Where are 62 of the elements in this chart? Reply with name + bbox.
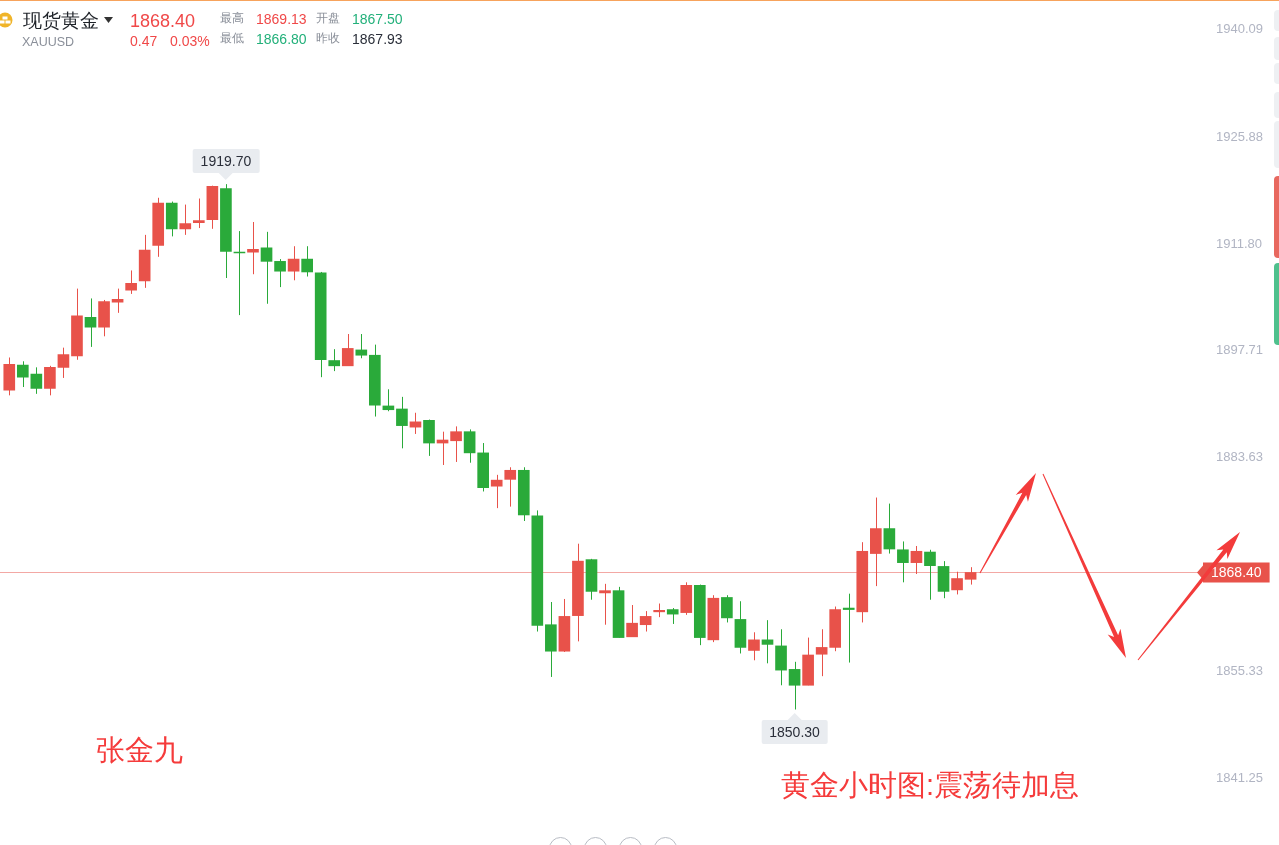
annotation: 1919.70 [192,149,260,174]
candlestick [842,593,855,664]
ref-line-label: 1868.40 [1211,564,1262,581]
y-tick-label: 1855.33 [1216,663,1263,678]
annotation: 1850.30 [761,720,828,745]
candlestick [396,396,408,449]
candlestick [57,347,70,379]
candlestick [626,604,638,638]
candlestick [599,583,611,626]
candlestick [924,549,936,601]
candlestick [301,245,313,277]
text: 最高 [220,11,244,26]
candlestick [897,540,909,583]
candlestick [463,428,476,464]
candlestick [287,245,300,281]
text: 1869.13 [256,11,307,28]
candlestick [125,269,137,295]
candlestick [84,297,97,348]
annotation: 1867.93 [352,31,403,48]
candlestick [504,466,517,508]
text: 开盘 [316,11,340,26]
annotation: 0.47 [130,33,158,50]
candlestick [815,628,828,677]
annotation: 1868.40 [130,11,196,32]
candlestick [44,365,56,396]
text: 1867.50 [352,11,403,28]
candlestick [788,661,801,710]
y-tick-label: 1911.80 [1216,235,1263,251]
candlestick [721,594,733,623]
annotation: XAUUSD [22,35,75,50]
y-tick-label: 1897.71 [1216,342,1263,358]
candlestick [193,198,205,229]
y-tick-label: 1841.25 [1216,769,1263,785]
annotation: 张金九 [96,734,183,768]
candlestick [247,221,259,275]
annotation: 1866.80 [256,31,307,48]
candlestick [30,366,43,395]
candlestick [450,425,462,463]
annotation: 现货黄金 [23,10,99,32]
candlestick [639,610,652,633]
candlestick [883,503,896,555]
y-tick-label: 1883.63 [1216,448,1263,464]
candlestick [355,333,368,359]
annotation: 昨收 [316,31,340,46]
candlestick [179,204,192,236]
candlestick [748,631,760,661]
candlestick [260,231,273,305]
candlestick [951,571,963,595]
y-tick-label: 1925.88 [1216,128,1263,144]
candlestick [274,258,286,288]
candlestick [341,333,354,367]
candlestick [423,419,435,457]
candlestick [761,619,774,664]
candlestick [328,348,341,372]
candlestick [16,360,29,388]
candlestick [111,288,124,314]
y-tick-label: 1940.09 [1216,21,1263,37]
annotation: 0.03% [170,33,210,50]
candlestick [490,474,503,509]
candlestick [910,545,923,575]
text: 黄金小时图:震荡待加息 [781,769,1080,803]
annotation: 最低 [220,31,244,46]
